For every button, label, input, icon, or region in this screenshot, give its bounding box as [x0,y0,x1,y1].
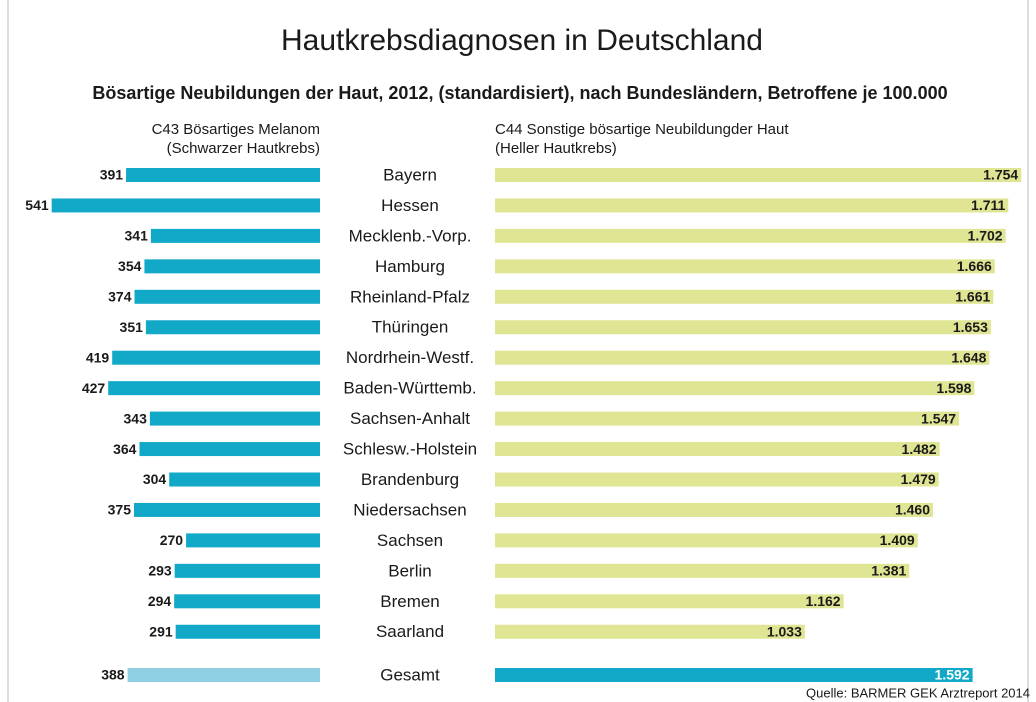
bar [495,624,805,639]
bar [495,289,994,304]
chart-subtitle: Bösartige Neubildungen der Haut, 2012, (… [92,83,947,103]
bar [495,350,990,365]
category-label: Schlesw.-Holstein [343,440,477,459]
bar [174,563,320,578]
bar [134,502,320,517]
value-label: 293 [148,563,172,579]
bar [495,259,995,274]
value-label: 374 [108,289,132,305]
series-header: (Heller Hautkrebs) [495,140,617,157]
bar [495,533,918,548]
value-label: 1.162 [806,593,841,609]
bar [495,502,933,517]
value-label: 304 [143,471,167,487]
frame [7,0,1029,702]
value-label: 1.547 [921,410,956,426]
category-label: Baden-Württemb. [343,379,476,398]
value-label: 427 [82,380,106,396]
value-label: 541 [25,197,49,213]
value-label: 1.409 [880,532,915,548]
value-label: 341 [125,228,149,244]
bar [139,442,320,457]
bar [134,289,320,304]
category-label: Mecklenb.-Vorp. [349,226,472,245]
category-label: Gesamt [380,665,440,684]
category-label: Bremen [380,592,440,611]
bar [112,350,321,365]
bar [145,320,320,335]
value-label: 1.653 [953,319,988,335]
value-label: 364 [113,441,137,457]
series-header: C43 Bösartiges Melanom [152,121,320,138]
series-header: C44 Sonstige bösartige Neubildungder Hau… [495,121,789,138]
value-label: 1.702 [968,228,1003,244]
bar [186,533,320,548]
value-label: 1.598 [936,380,971,396]
bar [127,668,320,682]
bar [495,472,939,487]
value-label: 1.666 [957,258,992,274]
bar [495,381,975,396]
bar [174,594,320,609]
value-label: 1.460 [895,502,930,518]
source: Quelle: BARMER GEK Arztreport 2014 [806,685,1030,700]
category-label: Niedersachsen [353,500,466,519]
bar [126,168,321,182]
category-label: Nordrhein-Westf. [346,348,474,367]
category-label: Brandenburg [361,470,459,489]
value-label: 1.033 [767,623,802,639]
value-label: 351 [120,319,144,335]
value-label: 1.661 [955,289,990,305]
value-label: 1.381 [871,563,906,579]
category-label: Hessen [381,196,439,215]
value-label: 1.592 [935,667,970,683]
category-label: Rheinland-Pfalz [350,287,470,306]
bar [495,168,1022,182]
category-label: Sachsen-Anhalt [350,409,470,428]
bar [149,411,320,426]
bar [495,594,844,609]
value-label: 1.482 [902,441,937,457]
series-header: (Schwarzer Hautkrebs) [167,140,320,157]
bar [169,472,320,487]
value-label: 391 [100,167,124,183]
chart-title: Hautkrebsdiagnosen in Deutschland [281,24,763,57]
value-label: 294 [148,593,172,609]
value-label: 419 [86,349,110,365]
bar [150,228,320,243]
bar [495,563,910,578]
value-label: 375 [108,502,132,518]
bar [495,668,973,682]
bar [495,228,1006,243]
value-label: 1.711 [971,197,1005,213]
value-label: 354 [118,258,142,274]
bar [495,198,1009,213]
bar [108,381,320,396]
value-label: 1.754 [983,167,1018,183]
category-label: Sachsen [377,531,443,550]
bar [175,624,320,639]
category-label: Berlin [388,561,431,580]
bar [495,442,940,457]
value-label: 388 [101,667,125,683]
value-label: 291 [149,623,173,639]
category-label: Thüringen [372,318,449,337]
value-label: 343 [124,410,148,426]
value-label: 1.648 [951,349,986,365]
value-label: 270 [160,532,184,548]
bar [144,259,320,274]
category-label: Hamburg [375,257,445,276]
category-label: Bayern [383,165,437,184]
bar [495,411,960,426]
bar [495,320,991,335]
bar [51,198,320,213]
category-label: Saarland [376,622,444,641]
value-label: 1.479 [901,471,936,487]
